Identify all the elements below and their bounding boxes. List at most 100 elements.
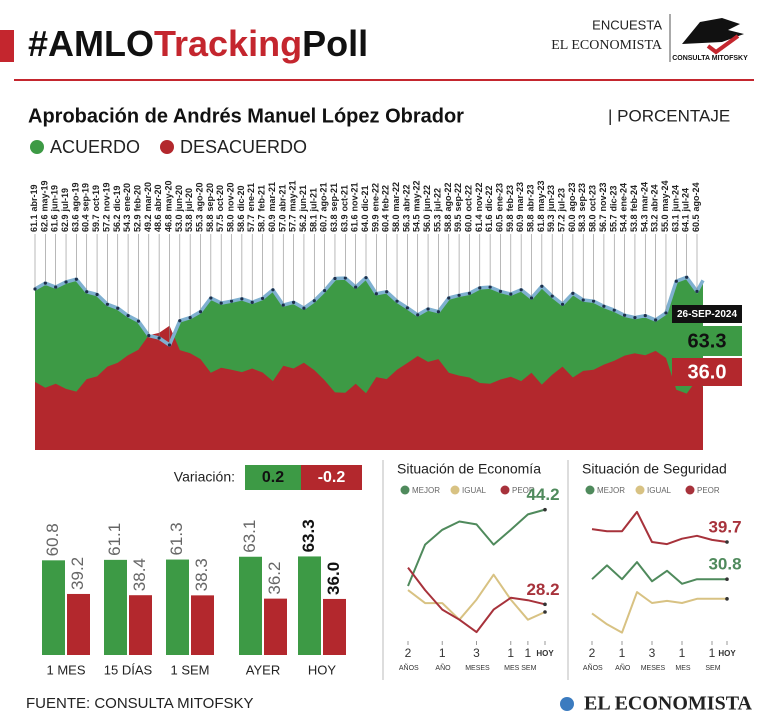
area xyxy=(35,325,703,450)
brand-icon xyxy=(560,697,574,711)
month-name: jul-19 xyxy=(60,188,70,213)
month-label: 58.0 mar-22 xyxy=(391,182,401,232)
month-value: 52.9 xyxy=(133,214,143,232)
month-label: 59.7 oct-19 xyxy=(91,185,101,232)
month-label: 60.7 ago-21 xyxy=(319,182,329,232)
month-label: 62.6 may-19 xyxy=(40,180,50,232)
logo xyxy=(682,18,744,55)
date-badge xyxy=(672,305,742,323)
month-value: 63.8 xyxy=(329,214,339,232)
legend-label: MEJOR xyxy=(412,486,440,495)
month-name: abr-23 xyxy=(526,184,536,211)
month-value: 60.5 xyxy=(691,214,701,232)
month-value: 53.8 xyxy=(629,214,639,232)
month-name: sep-22 xyxy=(453,183,463,212)
category-label: 1 MES xyxy=(46,662,85,677)
tick-part: 3 xyxy=(649,646,656,660)
month-value: 61.1 xyxy=(29,214,39,232)
month-value: 63.9 xyxy=(340,214,350,232)
legend-label: PEOR xyxy=(697,486,720,495)
month-name: ene-22 xyxy=(371,183,381,212)
tick-part: AÑOS xyxy=(581,663,603,672)
month-name: feb-23 xyxy=(505,185,515,212)
month-value: 57.7 xyxy=(247,214,257,232)
month-name: abr-19 xyxy=(29,184,39,211)
month-label: 58.6 dic-20 xyxy=(236,185,246,232)
month-value: 63.1 xyxy=(671,214,681,232)
month-name: oct-20 xyxy=(216,185,226,212)
bar-value: 36.0 xyxy=(324,562,343,595)
point xyxy=(33,287,37,291)
month-label: 57.7 may-21 xyxy=(288,180,298,232)
month-name: nov-19 xyxy=(102,182,112,211)
bar xyxy=(298,556,321,655)
month-label: 60.9 mar-23 xyxy=(516,182,526,232)
month-value: 56.2 xyxy=(298,214,308,232)
month-value: 53.2 xyxy=(650,214,660,232)
tick-part: MES xyxy=(673,665,690,672)
month-name: jul-20 xyxy=(185,188,195,213)
month-label: 59.3jun-23 xyxy=(547,185,557,232)
month-label: 58.1jul-21 xyxy=(309,188,319,232)
point xyxy=(54,285,58,289)
point xyxy=(281,303,285,307)
bar-value: 38.3 xyxy=(192,558,211,591)
brand-top: ENCUESTA xyxy=(592,17,662,32)
month-name: jul-22 xyxy=(433,188,443,213)
tick-part: MES xyxy=(502,665,519,672)
point xyxy=(519,288,523,292)
month-label: 56.0jun-22 xyxy=(422,185,432,232)
point xyxy=(591,299,596,303)
point xyxy=(74,277,78,281)
month-label: 62.9jul-19 xyxy=(60,188,70,232)
month-value: 55.7 xyxy=(609,214,619,232)
point xyxy=(457,293,461,297)
point xyxy=(385,290,389,294)
month-value: 53.8 xyxy=(185,214,195,232)
month-label: 57.2 nov-19 xyxy=(102,182,112,232)
month-label: 60.0 ago-23 xyxy=(567,182,577,232)
month-label: 54.4 ene-24 xyxy=(619,183,629,232)
bar-value: 61.3 xyxy=(167,522,186,555)
month-value: 58.3 xyxy=(578,214,588,232)
end-point xyxy=(543,602,547,607)
point xyxy=(581,298,585,302)
tick-part: SEM xyxy=(703,665,720,672)
line xyxy=(407,566,546,634)
legend-swatch xyxy=(30,140,44,154)
tick-part: 2 xyxy=(405,646,412,660)
brand-bottom: EL ECONOMISTA xyxy=(551,38,663,53)
end-point xyxy=(543,610,547,614)
month-label: 55.0 may-24 xyxy=(660,180,670,232)
month-name: abr-21 xyxy=(278,184,288,211)
point xyxy=(354,285,358,289)
end-point xyxy=(725,597,729,601)
point xyxy=(188,316,192,320)
point xyxy=(333,276,337,281)
x-tick-label: 3 MESES xyxy=(463,646,490,672)
end-point xyxy=(543,507,547,512)
point xyxy=(271,288,275,292)
point xyxy=(209,296,213,300)
month-value: 56.7 xyxy=(598,214,608,232)
variation-value: 0.2 xyxy=(262,469,284,486)
month-label: 55.3jul-22 xyxy=(433,188,443,232)
month-value: 58.0 xyxy=(588,214,598,232)
point xyxy=(395,299,399,303)
legend-label: MEJOR xyxy=(597,486,625,495)
month-name: nov-23 xyxy=(598,182,608,211)
month-name: feb-20 xyxy=(133,185,143,212)
point xyxy=(674,279,678,283)
current-value: 63.3 xyxy=(688,330,727,352)
month-value: 59.3 xyxy=(547,214,557,232)
month-value: 56.3 xyxy=(402,214,412,232)
category-label: AYER xyxy=(246,662,280,677)
month-name: dic-22 xyxy=(485,185,495,211)
month-label: 56.3 abr-22 xyxy=(402,184,412,232)
month-name: mar-22 xyxy=(391,182,401,212)
month-value: 61.6 xyxy=(485,214,495,232)
month-value: 46.8 xyxy=(164,214,174,232)
variation-label: Variación: xyxy=(174,469,235,485)
bar-value: 63.3 xyxy=(299,519,318,552)
